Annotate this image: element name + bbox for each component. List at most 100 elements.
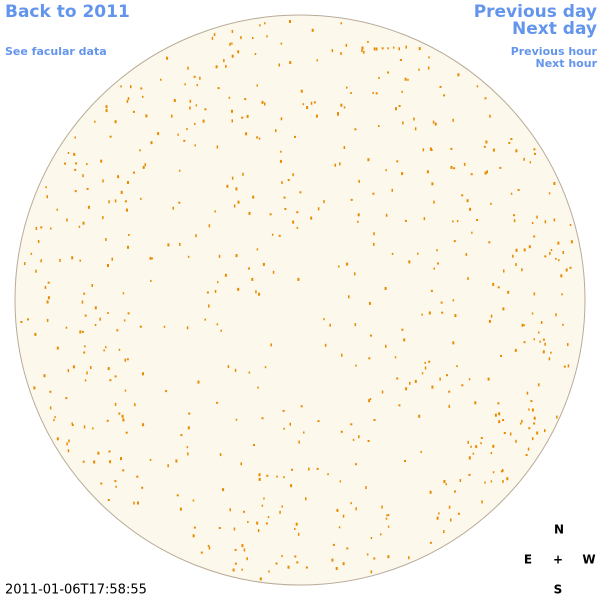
- facula: [544, 429, 546, 433]
- facula: [141, 486, 144, 489]
- facula: [502, 469, 504, 472]
- facula: [183, 139, 186, 142]
- facula: [443, 480, 446, 483]
- facula: [163, 325, 166, 328]
- facula: [193, 75, 196, 78]
- facula: [261, 100, 264, 104]
- facula: [86, 187, 89, 190]
- facula: [420, 450, 422, 453]
- facula: [114, 375, 117, 378]
- facula: [457, 512, 460, 515]
- facula: [348, 295, 350, 299]
- facula: [24, 262, 26, 266]
- facula: [508, 141, 511, 144]
- facula: [94, 306, 97, 310]
- facula: [367, 440, 370, 442]
- facula: [283, 476, 285, 479]
- facula: [381, 390, 384, 394]
- facula: [81, 300, 84, 304]
- facula: [527, 447, 530, 451]
- facula: [544, 220, 547, 224]
- facula: [503, 432, 506, 434]
- facula: [186, 446, 189, 449]
- next-hour-link[interactable]: Next hour: [536, 57, 598, 70]
- facula: [489, 114, 491, 118]
- facula: [355, 463, 358, 466]
- facula: [358, 435, 360, 439]
- facula: [343, 106, 346, 109]
- facula: [275, 562, 278, 565]
- facula: [386, 514, 388, 517]
- facula: [502, 480, 504, 483]
- facula: [187, 66, 189, 70]
- facula: [553, 182, 556, 185]
- facula: [343, 146, 346, 149]
- facula: [139, 325, 142, 328]
- facula: [200, 551, 203, 554]
- facula: [79, 259, 81, 262]
- facula: [401, 172, 404, 176]
- facula: [215, 65, 218, 69]
- facula: [533, 338, 535, 341]
- facula: [263, 497, 265, 500]
- previous-hour-link[interactable]: Previous hour: [511, 45, 598, 58]
- facula: [280, 42, 283, 45]
- facula: [492, 148, 495, 152]
- facula: [408, 556, 410, 560]
- facula: [338, 526, 341, 529]
- facula: [126, 208, 128, 212]
- facula: [94, 324, 97, 326]
- facula: [103, 349, 105, 352]
- facula: [515, 263, 517, 267]
- facula: [428, 56, 430, 59]
- facula: [231, 29, 234, 33]
- facula: [381, 505, 383, 509]
- facula: [296, 561, 299, 564]
- facula: [137, 501, 139, 505]
- facula: [127, 97, 130, 101]
- facula: [120, 457, 122, 461]
- facula: [387, 47, 389, 50]
- facula: [242, 510, 245, 513]
- facula: [241, 544, 244, 548]
- facula: [59, 258, 61, 262]
- facula: [426, 170, 429, 174]
- facula: [194, 144, 196, 147]
- facula: [27, 318, 29, 321]
- facula: [526, 391, 529, 395]
- facula: [231, 109, 233, 113]
- facula: [66, 442, 68, 446]
- facula: [100, 159, 103, 163]
- facula: [93, 461, 95, 463]
- facula: [385, 344, 387, 348]
- facula: [139, 149, 141, 152]
- facula: [484, 481, 486, 484]
- facula: [107, 312, 109, 314]
- facula: [43, 374, 46, 378]
- facula: [290, 484, 293, 488]
- back-link[interactable]: Back to 2011: [5, 2, 130, 22]
- facula: [486, 170, 488, 174]
- facula: [71, 424, 74, 427]
- facula: [424, 361, 426, 364]
- facula: [446, 374, 448, 377]
- facula: [222, 488, 225, 492]
- facula: [251, 277, 254, 281]
- compass-center: +: [553, 553, 563, 567]
- facula: [354, 323, 357, 327]
- facula: [443, 530, 445, 534]
- facula: [403, 338, 406, 342]
- facular-link[interactable]: See facular data: [5, 45, 107, 58]
- facula: [454, 490, 456, 493]
- facula: [469, 207, 472, 211]
- next-day-link[interactable]: Next day: [512, 19, 597, 39]
- facula: [46, 195, 48, 199]
- facula: [340, 52, 342, 55]
- facula: [553, 218, 556, 222]
- facula: [111, 257, 113, 261]
- facula: [142, 372, 144, 376]
- facula: [470, 445, 472, 448]
- facula: [368, 399, 371, 403]
- facula: [454, 314, 457, 318]
- previous-day-link[interactable]: Previous day: [474, 2, 597, 22]
